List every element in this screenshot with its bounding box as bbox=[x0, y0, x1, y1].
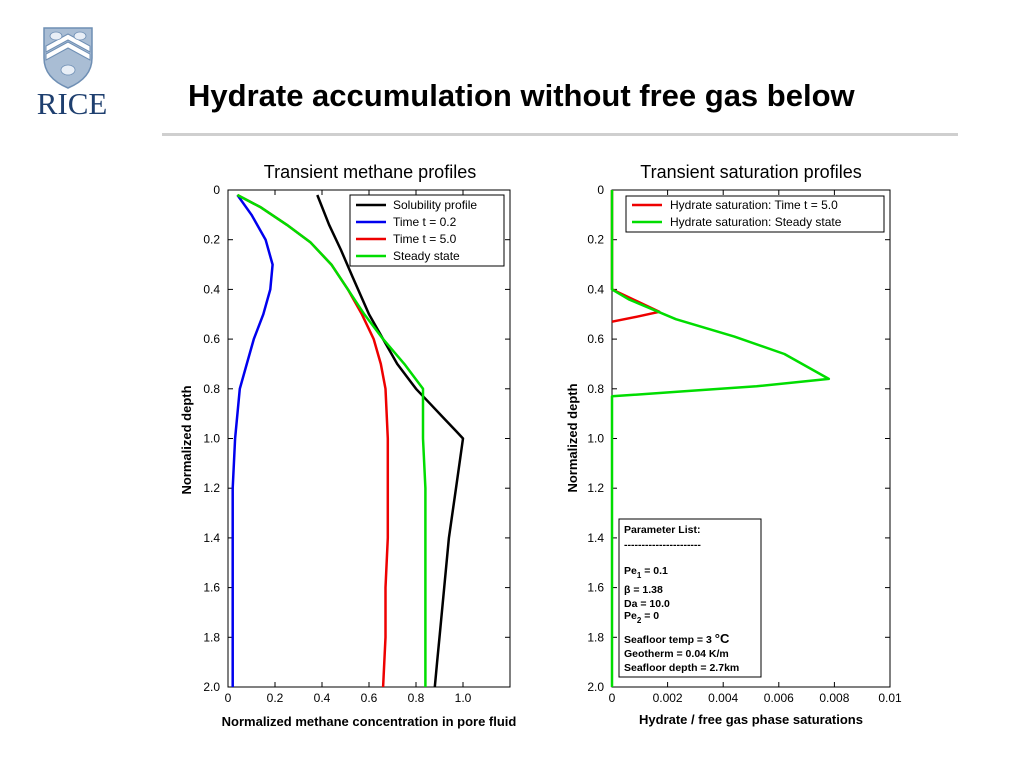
parameter-pe2: Pe2 = 0 bbox=[624, 610, 659, 625]
chart1-xtick-label: 0.8 bbox=[408, 691, 425, 705]
slide-title: Hydrate accumulation without free gas be… bbox=[188, 78, 855, 113]
chart2-ytick-label: 1.6 bbox=[587, 581, 604, 595]
chart1-legend-box bbox=[349, 194, 505, 267]
rice-shield-icon bbox=[43, 27, 93, 89]
chart2-xtick-label: 0.008 bbox=[819, 691, 849, 705]
chart2-ytick-label: 0.2 bbox=[587, 233, 604, 247]
chart2-ytick-label: 2.0 bbox=[587, 680, 604, 694]
chart2-ytick-label: 0.8 bbox=[587, 382, 604, 396]
chart1-series-line-1 bbox=[231, 194, 274, 687]
chart1-legend-t02: Time t = 0.2 bbox=[393, 215, 457, 229]
pe1-label: Pe bbox=[624, 565, 637, 577]
chart2-xtick-label: 0.004 bbox=[708, 691, 738, 705]
chart2-ytick-label: 1.4 bbox=[587, 531, 604, 545]
chart2-ytick-label: 0.4 bbox=[587, 282, 604, 296]
parameter-seafloor-depth: Seafloor depth = 2.7km bbox=[624, 662, 739, 674]
seafloor-temp-prefix: Seafloor temp = 3 bbox=[624, 634, 715, 646]
chart1-xtick-label: 0.6 bbox=[361, 691, 378, 705]
chart1-ytick-label: 1.8 bbox=[203, 630, 220, 644]
parameter-pe1: Pe1 = 0.1 bbox=[624, 565, 668, 580]
chart1-ytick-label: 0.8 bbox=[203, 382, 220, 396]
chart2-title: Transient saturation profiles bbox=[640, 162, 861, 182]
chart1-ytick-label: 1.2 bbox=[203, 481, 220, 495]
parameter-list-title: Parameter List: bbox=[624, 524, 700, 536]
chart1-legend-steady: Steady state bbox=[393, 249, 460, 263]
parameter-geotherm: Geotherm = 0.04 K/m bbox=[624, 648, 729, 660]
chart2-ytick-label: 0 bbox=[597, 183, 604, 197]
methane-profiles-chart: Transient methane profiles 0 0.2 0.4 0.6 0.8… bbox=[179, 162, 516, 729]
seafloor-temp-unit: °C bbox=[715, 631, 730, 646]
chart2-series-line-1 bbox=[610, 190, 831, 687]
parameter-da: Da = 10.0 bbox=[624, 598, 670, 610]
chart1-xlabel: Normalized methane concentration in pore… bbox=[222, 714, 517, 729]
chart2-ytick-label: 0.6 bbox=[587, 332, 604, 346]
chart1-series-line-3 bbox=[236, 193, 427, 687]
parameter-list-box: Parameter List: ---------------------- P… bbox=[618, 518, 762, 678]
chart2-xtick-label: 0.01 bbox=[878, 691, 902, 705]
chart2-ytick-label: 1.8 bbox=[587, 630, 604, 644]
pe1-sub: 1 bbox=[637, 571, 642, 580]
pe1-value: = 0.1 bbox=[641, 565, 668, 577]
chart1-ytick-label: 1.6 bbox=[203, 581, 220, 595]
chart1-xtick-label: 0.2 bbox=[267, 691, 284, 705]
chart1-xtick-label: 1.0 bbox=[455, 691, 472, 705]
chart2-legend-box bbox=[625, 195, 885, 233]
saturation-profiles-chart: Transient saturation profiles 0 0.2 0.4 0.6… bbox=[565, 162, 902, 727]
chart2-ytick-label: 1.2 bbox=[587, 481, 604, 495]
rice-logo-text: RICE bbox=[36, 86, 108, 121]
chart1-xtick-label: 0.4 bbox=[314, 691, 331, 705]
chart2-xtick-label: 0 bbox=[609, 691, 616, 705]
chart2-legend: Hydrate saturation: Time t = 5.0 Hydrate… bbox=[625, 195, 885, 233]
pe2-value: = 0 bbox=[641, 610, 659, 622]
chart2-ytick-label: 1.0 bbox=[587, 432, 604, 446]
chart1-title: Transient methane profiles bbox=[264, 162, 476, 182]
chart1-legend-solubility: Solubility profile bbox=[393, 198, 477, 212]
chart1-xtick-label: 0 bbox=[225, 691, 232, 705]
chart2-xtick-label: 0.002 bbox=[653, 691, 683, 705]
parameter-box-frame bbox=[618, 518, 762, 678]
parameter-list-divider: ---------------------- bbox=[624, 539, 701, 551]
chart1-series-line-0 bbox=[316, 194, 465, 688]
chart1-ylabel: Normalized depth bbox=[179, 385, 194, 494]
chart1-ytick-label: 0.4 bbox=[203, 282, 220, 296]
parameter-beta: β = 1.38 bbox=[624, 584, 663, 596]
pe2-label: Pe bbox=[624, 610, 637, 622]
chart1-ytick-label: 1.0 bbox=[203, 432, 220, 446]
chart1-legend-t50: Time t = 5.0 bbox=[393, 232, 457, 246]
chart1-ytick-label: 1.4 bbox=[203, 531, 220, 545]
chart1-ytick-label: 0.6 bbox=[203, 332, 220, 346]
rice-logo bbox=[22, 24, 122, 124]
chart2-xlabel: Hydrate / free gas phase saturations bbox=[639, 712, 863, 727]
chart2-legend-steady: Hydrate saturation: Steady state bbox=[670, 215, 842, 229]
chart1-ytick-label: 2.0 bbox=[203, 680, 220, 694]
chart2-legend-t50: Hydrate saturation: Time t = 5.0 bbox=[670, 198, 838, 212]
chart1-legend: Solubility profile Time t = 0.2 Time t =… bbox=[349, 194, 505, 267]
chart1-ytick-label: 0.2 bbox=[203, 233, 220, 247]
chart2-ylabel: Normalized depth bbox=[565, 383, 580, 492]
chart2-xtick-label: 0.006 bbox=[764, 691, 794, 705]
pe2-sub: 2 bbox=[637, 616, 642, 625]
chart1-ytick-label: 0 bbox=[213, 183, 220, 197]
title-divider bbox=[162, 133, 958, 136]
parameter-seafloor-temp: Seafloor temp = 3 °C bbox=[624, 631, 730, 646]
